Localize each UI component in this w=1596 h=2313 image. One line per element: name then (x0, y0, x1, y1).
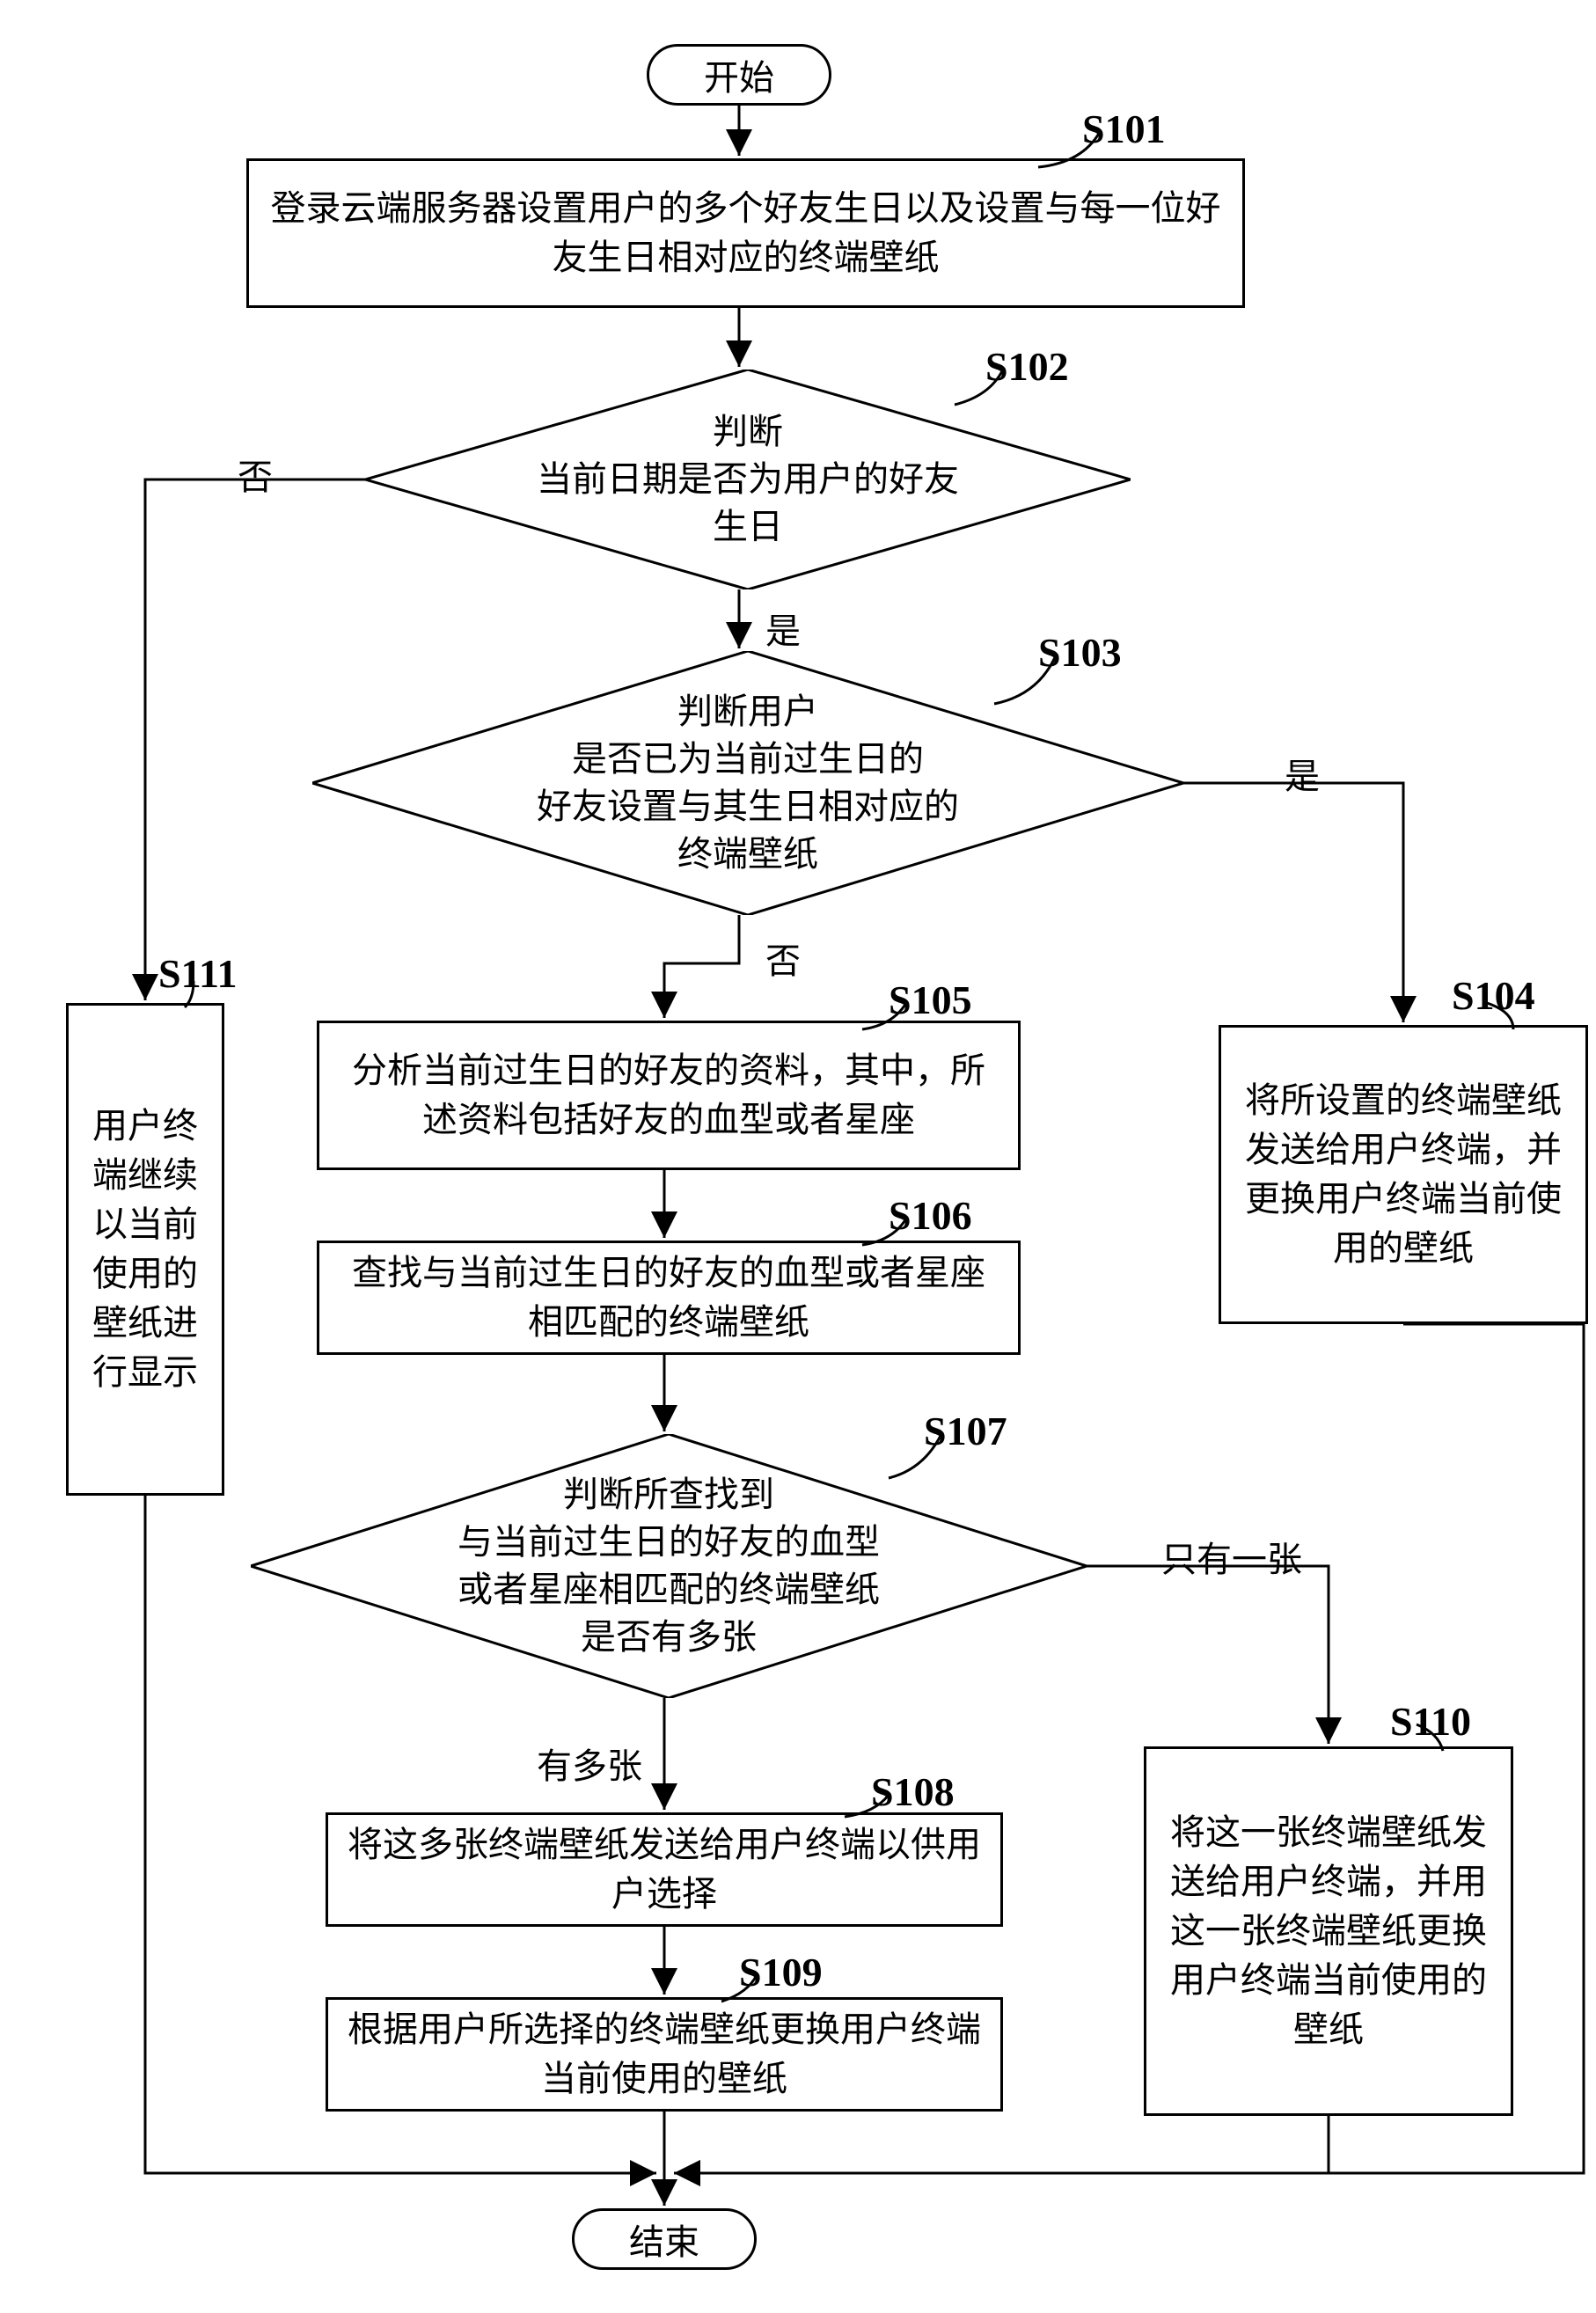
edge-label-s102-no: 否 (238, 449, 273, 500)
step-s109: 根据用户所选择的终端壁纸更换用户终端当前使用的壁纸 (326, 1997, 1003, 2112)
edge-label-s103-no: 否 (765, 933, 801, 984)
step-s101: 登录云端服务器设置用户的多个好友生日以及设置与每一位好友生日相对应的终端壁纸 (246, 158, 1245, 308)
label-s111: S111 (158, 950, 238, 997)
terminator-start-text: 开始 (704, 49, 774, 100)
label-s104: S104 (1452, 972, 1535, 1019)
step-s106: 查找与当前过生日的好友的血型或者星座相匹配的终端壁纸 (317, 1241, 1021, 1355)
s103-line2: 好友设置与其生日相对应的 (537, 787, 959, 826)
step-s104: 将所设置的终端壁纸发送给用户终端，并更换用户终端当前使用的壁纸 (1219, 1025, 1588, 1324)
terminator-end-text: 结束 (629, 2214, 699, 2265)
decision-s107: 判断所查找到 与当前过生日的好友的血型 或者星座相匹配的终端壁纸 是否有多张 (251, 1434, 1087, 1698)
step-s110: 将这一张终端壁纸发送给用户终端，并用这一张终端壁纸更换用户终端当前使用的壁纸 (1144, 1746, 1513, 2116)
label-s101: S101 (1082, 106, 1166, 152)
s103-line1: 是否已为当前过生日的 (572, 739, 924, 779)
label-s109: S109 (739, 1949, 823, 1995)
step-s109-text: 根据用户所选择的终端壁纸更换用户终端当前使用的壁纸 (346, 2005, 983, 2104)
step-s108: 将这多张终端壁纸发送给用户终端以供用户选择 (326, 1812, 1003, 1927)
step-s106-text: 查找与当前过生日的好友的血型或者星座相匹配的终端壁纸 (337, 1248, 1000, 1347)
step-s108-text: 将这多张终端壁纸发送给用户终端以供用户选择 (346, 1820, 983, 1919)
edge-label-s102-yes: 是 (765, 603, 801, 654)
s102-line0: 判断 (713, 412, 783, 451)
step-s105-text: 分析当前过生日的好友的资料，其中，所述资料包括好友的血型或者星座 (337, 1046, 1000, 1145)
s107-line1: 与当前过生日的好友的血型 (458, 1522, 880, 1562)
edge-label-s107-one: 只有一张 (1161, 1531, 1302, 1582)
s102-line2: 生日 (713, 507, 783, 546)
step-s110-text: 将这一张终端壁纸发送给用户终端，并用这一张终端壁纸更换用户终端当前使用的壁纸 (1164, 1808, 1493, 2054)
terminator-end: 结束 (572, 2208, 757, 2270)
step-s111-text: 用户终端继续以当前使用的壁纸进行显示 (77, 1102, 213, 1397)
step-s101-text: 登录云端服务器设置用户的多个好友生日以及设置与每一位好友生日相对应的终端壁纸 (267, 184, 1225, 282)
edge-label-s107-many: 有多张 (537, 1738, 642, 1789)
step-s111: 用户终端继续以当前使用的壁纸进行显示 (66, 1003, 224, 1496)
label-s106: S106 (889, 1192, 972, 1239)
s103-line3: 终端壁纸 (677, 834, 818, 874)
decision-s103: 判断用户 是否已为当前过生日的 好友设置与其生日相对应的 终端壁纸 (312, 651, 1183, 915)
s107-line3: 是否有多张 (581, 1617, 757, 1657)
terminator-start: 开始 (647, 44, 831, 106)
s103-line0: 判断用户 (677, 692, 818, 731)
label-s105: S105 (889, 977, 972, 1023)
s107-line2: 或者星座相匹配的终端壁纸 (458, 1570, 880, 1609)
step-s104-text: 将所设置的终端壁纸发送给用户终端，并更换用户终端当前使用的壁纸 (1239, 1076, 1568, 1273)
decision-s102: 判断 当前日期是否为用户的好友 生日 (365, 370, 1131, 589)
s102-line1: 当前日期是否为用户的好友 (537, 459, 959, 499)
edge-label-s103-yes: 是 (1285, 748, 1320, 799)
label-s110: S110 (1390, 1698, 1471, 1745)
label-s108: S108 (871, 1768, 955, 1815)
flowchart-canvas: 开始 结束 S101 登录云端服务器设置用户的多个好友生日以及设置与每一位好友生… (18, 18, 1596, 2295)
s107-line0: 判断所查找到 (563, 1475, 774, 1514)
step-s105: 分析当前过生日的好友的资料，其中，所述资料包括好友的血型或者星座 (317, 1021, 1021, 1170)
